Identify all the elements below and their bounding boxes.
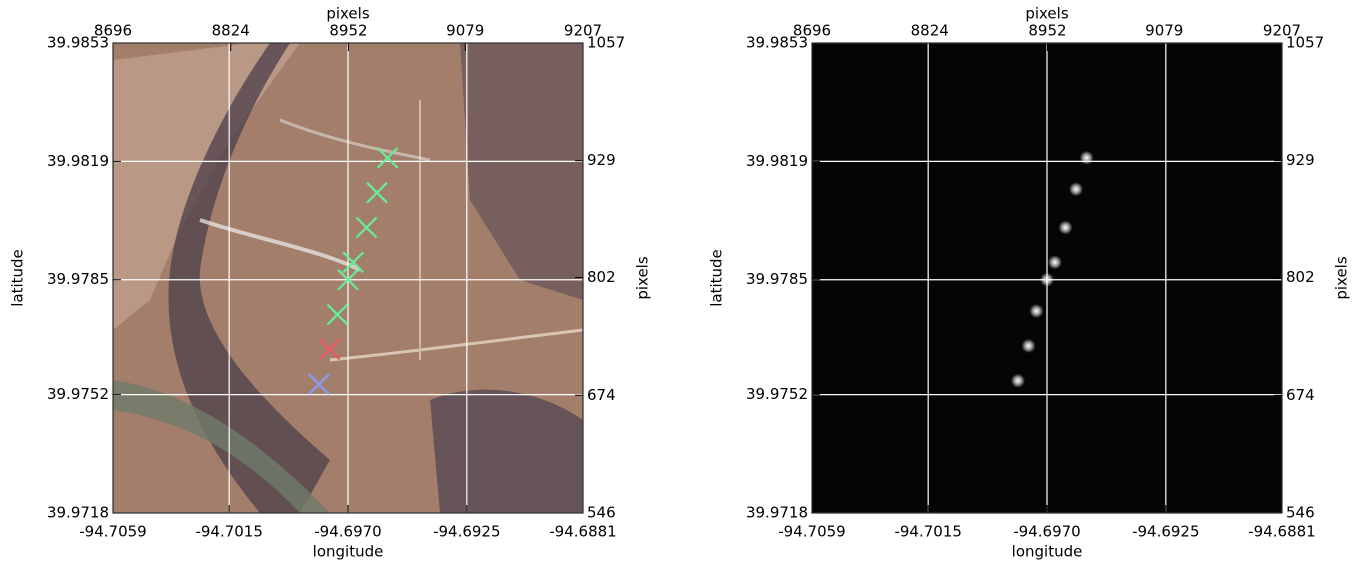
y2-tick-label: 546 bbox=[1286, 504, 1315, 522]
y2-tick-label: 929 bbox=[1286, 151, 1315, 169]
bright-spot bbox=[1058, 220, 1073, 235]
x2-tick-label: 8824 bbox=[911, 22, 949, 40]
bright-spot bbox=[1069, 182, 1084, 197]
x-tick-label: -94.6970 bbox=[314, 523, 381, 541]
marker-x bbox=[342, 251, 365, 274]
x-tick-label: -94.6881 bbox=[549, 523, 616, 541]
y2-tick-label: 802 bbox=[587, 268, 616, 286]
y2-tick-label: 674 bbox=[1286, 386, 1315, 404]
x2-tick-label: 9207 bbox=[1263, 22, 1301, 40]
y2-axis-label: pixels bbox=[1333, 256, 1351, 300]
x-axis-label: longitude bbox=[313, 543, 384, 561]
plot-frame bbox=[811, 42, 1283, 514]
x-tick-label: -94.7015 bbox=[894, 523, 961, 541]
x2-tick-label: 9079 bbox=[446, 22, 484, 40]
y2-tick-label: 802 bbox=[1286, 268, 1315, 286]
x2-tick-label: 8696 bbox=[793, 22, 831, 40]
y-tick-label: 39.9853 bbox=[746, 34, 808, 52]
x-tick-label: -94.6925 bbox=[1132, 523, 1199, 541]
marker-x bbox=[326, 303, 349, 326]
bright-spot bbox=[1047, 255, 1062, 270]
y-tick-label: 39.9718 bbox=[47, 504, 109, 522]
marker-x bbox=[366, 181, 388, 204]
y-tick-label: 39.9819 bbox=[746, 152, 808, 170]
marker-x bbox=[376, 147, 399, 169]
marker-x bbox=[318, 338, 341, 361]
x2-tick-label: 8952 bbox=[1028, 22, 1066, 40]
y2-tick-label: 546 bbox=[587, 504, 616, 522]
y-axis-label: latitude bbox=[9, 249, 27, 307]
x2-axis-label: pixels bbox=[1025, 5, 1069, 23]
y2-tick-label: 929 bbox=[587, 151, 616, 169]
x-tick-label: -94.7059 bbox=[778, 523, 845, 541]
y-tick-label: 39.9752 bbox=[47, 385, 109, 403]
x-axis-label: longitude bbox=[1012, 543, 1083, 561]
x2-tick-label: 9079 bbox=[1145, 22, 1183, 40]
y-tick-label: 39.9718 bbox=[746, 504, 808, 522]
y-tick-label: 39.9785 bbox=[746, 270, 808, 288]
bright-spot bbox=[1021, 338, 1036, 353]
y2-tick-label: 674 bbox=[587, 386, 616, 404]
marker-x bbox=[355, 216, 378, 239]
x-tick-label: -94.6925 bbox=[433, 523, 500, 541]
x2-tick-label: 8696 bbox=[94, 22, 132, 40]
bright-spot bbox=[1010, 373, 1025, 388]
bright-spot bbox=[1029, 304, 1044, 319]
x-tick-label: -94.7059 bbox=[79, 523, 146, 541]
y-tick-label: 39.9853 bbox=[47, 34, 109, 52]
x2-tick-label: 8824 bbox=[212, 22, 250, 40]
x2-axis-label: pixels bbox=[326, 5, 370, 23]
bright-spot bbox=[1079, 150, 1094, 165]
bright-spot bbox=[1040, 272, 1054, 287]
y-tick-label: 39.9819 bbox=[47, 152, 109, 170]
x2-tick-label: 9207 bbox=[564, 22, 602, 40]
y-axis-label: latitude bbox=[708, 249, 726, 307]
y2-axis-label: pixels bbox=[634, 256, 652, 300]
y2-tick-label: 1057 bbox=[1286, 34, 1324, 52]
marker-x bbox=[337, 268, 359, 291]
marker-x bbox=[308, 373, 330, 395]
y2-tick-label: 1057 bbox=[587, 34, 625, 52]
y-tick-label: 39.9752 bbox=[746, 385, 808, 403]
x-tick-label: -94.6881 bbox=[1248, 523, 1315, 541]
plot-frame bbox=[112, 42, 584, 514]
y-tick-label: 39.9785 bbox=[47, 270, 109, 288]
x2-tick-label: 8952 bbox=[329, 22, 367, 40]
x-tick-label: -94.6970 bbox=[1013, 523, 1080, 541]
x-tick-label: -94.7015 bbox=[195, 523, 262, 541]
